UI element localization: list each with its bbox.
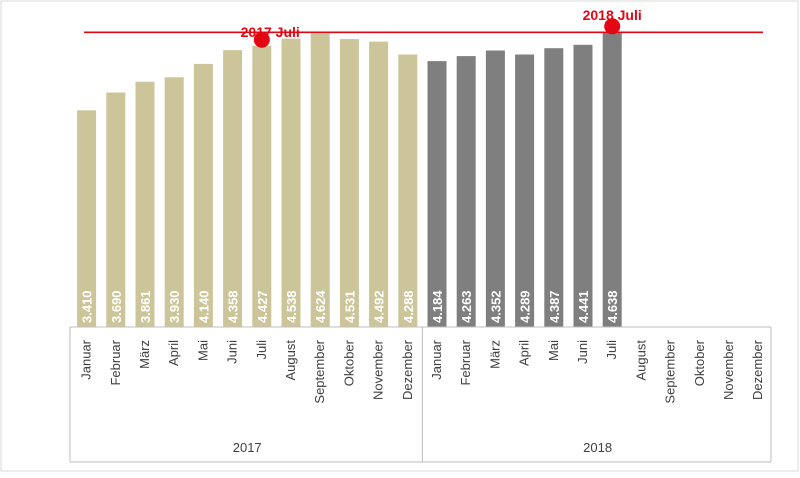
month-tick-label: August xyxy=(633,340,648,381)
month-tick-label: Februar xyxy=(108,339,123,385)
bar-value-label: 4.492 xyxy=(372,290,387,323)
bar-value-label: 4.387 xyxy=(547,290,562,323)
month-tick-label: Januar xyxy=(79,339,94,379)
bar xyxy=(252,45,272,327)
bar-value-label: 4.184 xyxy=(430,290,445,323)
bar-value-label: 4.538 xyxy=(284,290,299,323)
month-tick-label: März xyxy=(137,340,152,369)
bar xyxy=(369,41,389,327)
bar xyxy=(485,50,505,327)
bar-value-label: 4.638 xyxy=(605,290,620,323)
bar-value-label: 4.289 xyxy=(518,290,533,323)
month-tick-label: April xyxy=(166,340,181,366)
bar xyxy=(164,77,184,327)
highlight-marker xyxy=(253,31,270,48)
month-tick-label: Dezember xyxy=(750,339,765,400)
month-tick-label: Juni xyxy=(225,340,240,364)
bar xyxy=(398,54,418,327)
bar-value-label: 4.263 xyxy=(459,290,474,323)
bar-value-label: 3.930 xyxy=(167,290,182,323)
bar-value-label: 4.441 xyxy=(576,290,591,323)
bar-value-label: 4.352 xyxy=(488,290,503,323)
month-tick-label: Mai xyxy=(195,340,210,361)
bar-value-label: 3.410 xyxy=(80,290,95,323)
month-tick-label: April xyxy=(517,340,532,366)
bar-value-label: 4.288 xyxy=(401,290,416,323)
month-tick-label: März xyxy=(487,340,502,369)
bar-value-label: 3.690 xyxy=(109,290,124,323)
highlight-marker xyxy=(604,18,621,35)
month-tick-label: November xyxy=(721,339,736,400)
month-tick-label: Februar xyxy=(458,339,473,385)
bar-value-label: 4.624 xyxy=(313,290,328,323)
bar-value-label: 4.531 xyxy=(342,290,357,323)
bar xyxy=(223,50,243,327)
bar xyxy=(281,38,301,327)
bar xyxy=(456,56,476,327)
month-tick-label: September xyxy=(312,339,327,403)
bar-value-label: 4.140 xyxy=(196,290,211,323)
month-tick-label: August xyxy=(283,340,298,381)
bar xyxy=(135,81,155,327)
bar xyxy=(515,54,535,327)
month-tick-label: Oktober xyxy=(692,339,707,386)
bar xyxy=(310,33,330,327)
month-tick-label: Januar xyxy=(429,339,444,379)
bar-value-label: 3.861 xyxy=(138,290,153,323)
month-tick-label: Juli xyxy=(254,340,269,360)
bar-value-label: 4.427 xyxy=(255,290,270,323)
year-label: 2017 xyxy=(233,440,262,455)
marker-label: 2018 Juli xyxy=(583,7,642,23)
bar xyxy=(193,63,213,328)
month-tick-label: Oktober xyxy=(341,339,356,386)
month-tick-label: Juli xyxy=(604,340,619,360)
month-tick-label: November xyxy=(371,339,386,400)
bar xyxy=(106,92,126,327)
bar xyxy=(77,110,97,327)
bar xyxy=(339,39,359,327)
month-tick-label: Mai xyxy=(546,340,561,361)
month-tick-label: September xyxy=(663,339,678,403)
month-tick-label: Dezember xyxy=(400,339,415,400)
month-tick-label: Juni xyxy=(575,340,590,364)
bar-value-label: 4.358 xyxy=(226,290,241,323)
marker-label: 2017 Juli xyxy=(241,24,300,40)
bar xyxy=(573,44,593,328)
bar xyxy=(544,48,564,327)
bar xyxy=(427,61,447,327)
bar xyxy=(602,32,622,328)
year-label: 2018 xyxy=(583,440,612,455)
